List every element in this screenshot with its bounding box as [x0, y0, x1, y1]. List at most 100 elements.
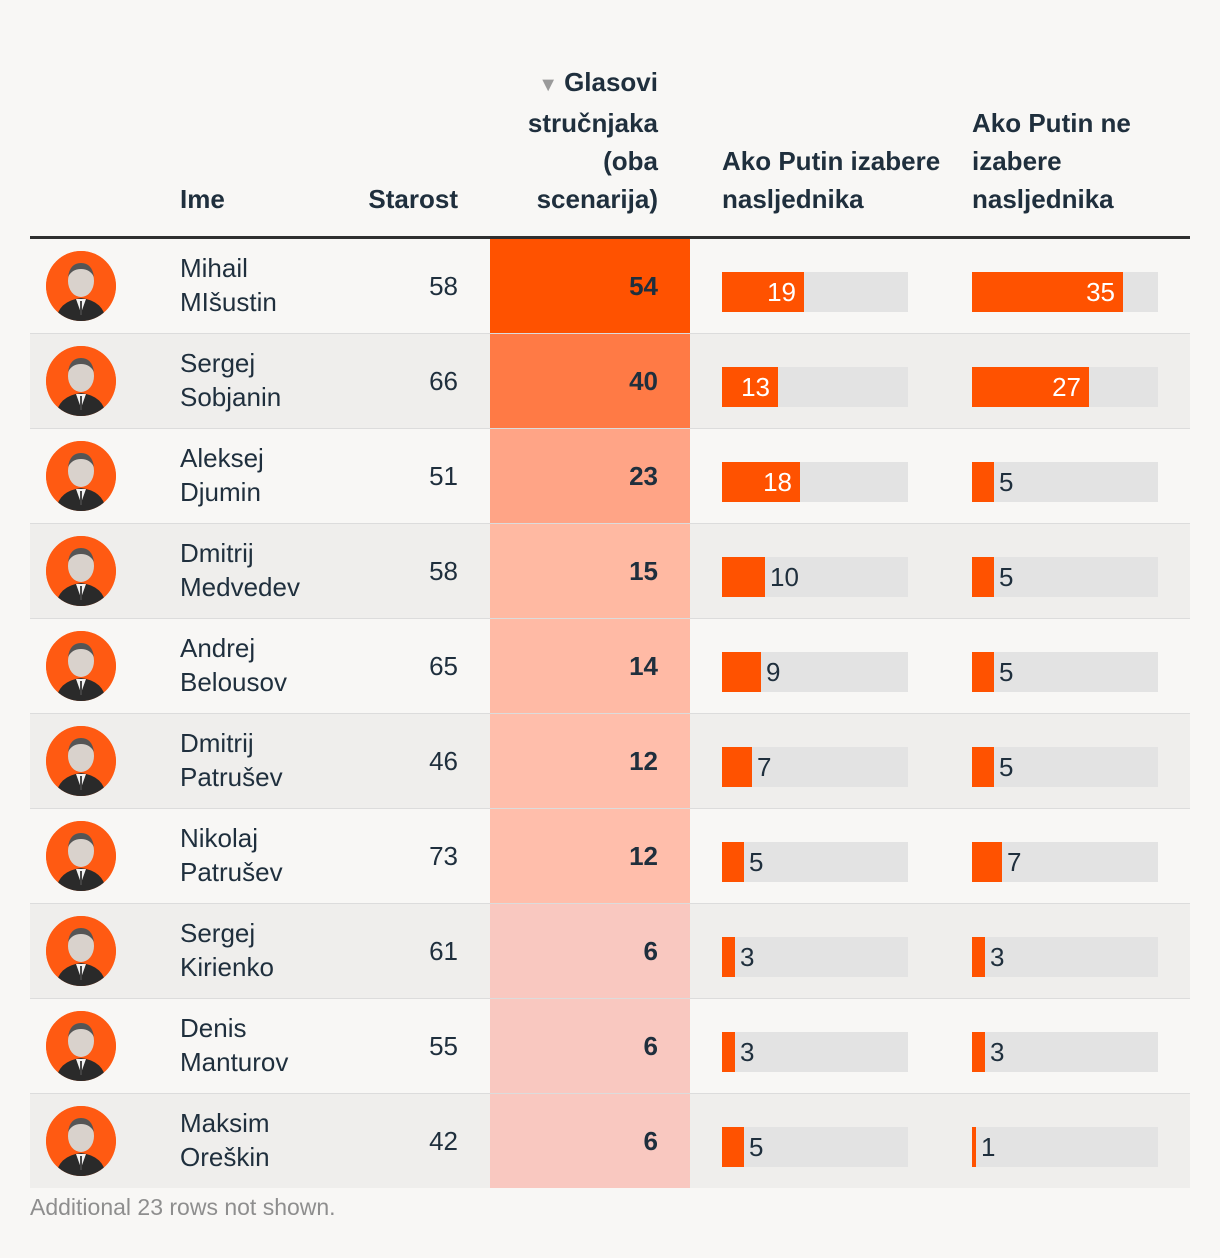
- last-name: Medvedev: [180, 572, 300, 602]
- first-name: Andrej: [180, 633, 256, 663]
- bar-if-no-successor: 7: [972, 842, 1158, 882]
- age-value: 61: [429, 936, 458, 966]
- bar-label: 10: [770, 562, 799, 592]
- bar-label: 5: [999, 657, 1014, 687]
- bar-if-successor: 10: [722, 557, 908, 597]
- last-name: Sobjanin: [180, 382, 282, 412]
- age-value: 58: [429, 556, 458, 586]
- last-name: Djumin: [180, 477, 261, 507]
- bar-label: 9: [766, 657, 781, 687]
- last-name: Oreškin: [180, 1142, 270, 1172]
- table-row: Aleksej Djumin 51 23 18 5: [30, 429, 1190, 524]
- votes-value: 54: [629, 271, 658, 301]
- votes-cell: 40: [490, 334, 690, 428]
- bar-label: 5: [749, 847, 764, 877]
- sort-descending-icon: ▼: [538, 74, 559, 96]
- candidate-name: Sergej Sobjanin: [180, 346, 330, 414]
- bar-label: 7: [1007, 847, 1022, 877]
- column-header-if-successor[interactable]: Ako Putin izabere nasljednika: [722, 146, 941, 214]
- votes-value: 6: [643, 936, 658, 966]
- candidate-name: Dmitrij Medvedev: [180, 536, 330, 604]
- bar-fill: [722, 747, 752, 787]
- avatar: [46, 251, 116, 321]
- votes-value: 15: [629, 556, 658, 586]
- bar-label: 1: [981, 1132, 996, 1162]
- bar-if-no-successor: 35: [972, 272, 1158, 312]
- bar-fill: [722, 1127, 744, 1167]
- bar-label: 5: [749, 1132, 764, 1162]
- age-value: 51: [429, 461, 458, 491]
- bar-if-successor: 13: [722, 367, 908, 407]
- first-name: Sergej: [180, 918, 256, 948]
- first-name: Dmitrij: [180, 728, 254, 758]
- bar-fill: [722, 842, 744, 882]
- avatar: [46, 441, 116, 511]
- bar-fill: [972, 1032, 985, 1072]
- bar-fill: [972, 747, 994, 787]
- candidates-table: Ime Starost ▼ Glasovi stručnjaka (oba sce…: [30, 60, 1190, 1188]
- bar-fill: [972, 557, 994, 597]
- avatar: [46, 1011, 116, 1081]
- bar-if-no-successor: 5: [972, 747, 1158, 787]
- votes-value: 23: [629, 461, 658, 491]
- bar-label: 5: [999, 752, 1014, 782]
- votes-cell: 15: [490, 524, 690, 618]
- votes-cell: 6: [490, 999, 690, 1093]
- votes-value: 6: [643, 1126, 658, 1156]
- candidate-name: Nikolaj Patrušev: [180, 821, 330, 889]
- portrait-icon: [46, 441, 116, 511]
- age-value: 58: [429, 271, 458, 301]
- column-header-name[interactable]: Ime: [180, 184, 225, 214]
- bar-if-successor: 3: [722, 937, 908, 977]
- candidate-name: Aleksej Djumin: [180, 441, 330, 509]
- bar-fill: [722, 937, 735, 977]
- bar-if-successor: 18: [722, 462, 908, 502]
- candidate-name: Andrej Belousov: [180, 631, 330, 699]
- age-value: 55: [429, 1031, 458, 1061]
- footnote: Additional 23 rows not shown.: [30, 1194, 336, 1220]
- bar-label: 27: [1052, 372, 1081, 402]
- avatar: [46, 821, 116, 891]
- table-row: Nikolaj Patrušev 73 12 5 7: [30, 809, 1190, 904]
- bar-fill: [972, 1127, 976, 1167]
- column-header-if-no-successor[interactable]: Ako Putin ne izabere nasljednika: [972, 108, 1131, 214]
- bar-fill: [722, 462, 800, 502]
- candidate-name: Sergej Kirienko: [180, 916, 330, 984]
- avatar: [46, 631, 116, 701]
- portrait-icon: [46, 821, 116, 891]
- candidate-name: Mihail MIšustin: [180, 251, 330, 319]
- last-name: MIšustin: [180, 287, 277, 317]
- table-row: Maksim Oreškin 42 6 5 1: [30, 1094, 1190, 1188]
- bar-label: 3: [740, 1037, 755, 1067]
- last-name: Patrušev: [180, 762, 283, 792]
- votes-cell: 12: [490, 714, 690, 808]
- portrait-icon: [46, 346, 116, 416]
- bar-if-no-successor: 3: [972, 1032, 1158, 1072]
- column-header-votes[interactable]: ▼ Glasovi stručnjaka (oba scenarija): [490, 63, 658, 218]
- portrait-icon: [46, 251, 116, 321]
- bar-if-successor: 5: [722, 1127, 908, 1167]
- age-value: 73: [429, 841, 458, 871]
- bar-fill: [972, 842, 1002, 882]
- votes-cell: 6: [490, 1094, 690, 1188]
- bar-if-no-successor: 5: [972, 557, 1158, 597]
- last-name: Belousov: [180, 667, 287, 697]
- votes-cell: 14: [490, 619, 690, 713]
- candidate-name: Dmitrij Patrušev: [180, 726, 330, 794]
- portrait-icon: [46, 631, 116, 701]
- bar-label: 3: [990, 942, 1005, 972]
- first-name: Sergej: [180, 348, 256, 378]
- bar-fill: [722, 557, 765, 597]
- last-name: Manturov: [180, 1047, 289, 1077]
- bar-if-successor: 3: [722, 1032, 908, 1072]
- votes-cell: 23: [490, 429, 690, 523]
- bar-label: 7: [757, 752, 772, 782]
- bar-fill: [722, 272, 804, 312]
- bar-label: 5: [999, 562, 1014, 592]
- portrait-icon: [46, 1106, 116, 1176]
- bar-if-successor: 5: [722, 842, 908, 882]
- bar-fill: [722, 367, 778, 407]
- avatar: [46, 1106, 116, 1176]
- column-header-age[interactable]: Starost: [368, 184, 458, 214]
- bar-if-no-successor: 1: [972, 1127, 1158, 1167]
